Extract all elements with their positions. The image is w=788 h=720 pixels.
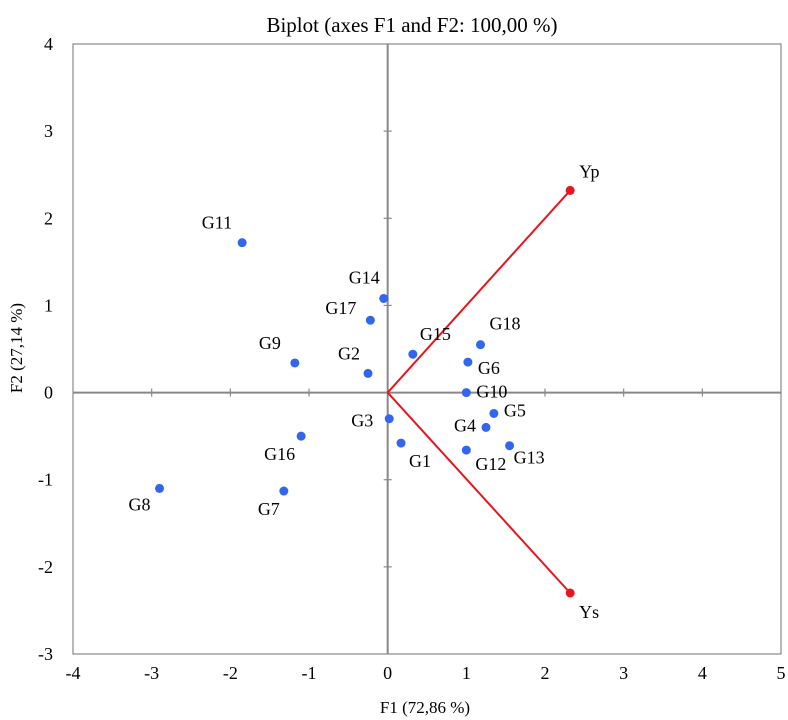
x-tick-label: -3 [144, 663, 159, 683]
point-label: G12 [475, 454, 506, 474]
x-tick-label: 1 [462, 663, 471, 683]
point-marker [237, 238, 247, 248]
point-label: G3 [351, 411, 373, 431]
point-marker [290, 358, 300, 368]
y-tick-label: 4 [44, 34, 53, 54]
y-tick-label: -2 [38, 557, 53, 577]
point-marker [384, 414, 394, 424]
point-marker [505, 441, 515, 451]
x-tick-label: -1 [302, 663, 317, 683]
point-marker [463, 357, 473, 367]
point-marker [461, 388, 471, 398]
x-tick-label: -4 [66, 663, 81, 683]
plot-area-frame [72, 43, 782, 655]
point-marker [379, 293, 389, 303]
point-marker [475, 340, 485, 350]
vector-label: Yp [579, 161, 599, 181]
point-label: G7 [258, 499, 280, 519]
point-label: G16 [264, 444, 295, 464]
point-label: G11 [202, 213, 232, 233]
y-tick-label: 1 [44, 295, 53, 315]
point-label: G4 [454, 415, 476, 435]
point-label: G14 [349, 267, 380, 287]
point-marker [155, 483, 165, 493]
x-tick-label: 0 [383, 663, 392, 683]
point-label: G13 [514, 448, 545, 468]
point-label: G1 [409, 451, 431, 471]
vector-line [386, 391, 571, 594]
variable-vectors: Yp Ys [386, 161, 600, 622]
vector-label: Ys [579, 602, 599, 622]
point-label: G8 [129, 494, 151, 514]
point-marker [481, 422, 491, 432]
y-tick-label: 3 [44, 121, 53, 141]
vector-endpoint [565, 588, 575, 598]
point-marker [461, 445, 471, 455]
point-label: G9 [259, 333, 281, 353]
y-tick-label: -3 [38, 644, 53, 664]
observation-points: G1 G2 G3 G4 G5 G6 G7 G8 G9 G10 G11 G12 G13 G14 G15 G16 G… [129, 213, 545, 519]
y-tick-label: -1 [38, 470, 53, 490]
point-marker [365, 315, 375, 325]
point-marker [363, 368, 373, 378]
x-axis-label: F1 (72,86 %) [380, 698, 470, 717]
x-tick-label: 3 [619, 663, 628, 683]
x-tick-label: 4 [698, 663, 707, 683]
point-marker [296, 431, 306, 441]
point-label: G5 [504, 400, 526, 420]
point-label: G6 [478, 358, 500, 378]
x-tick-label: 2 [541, 663, 550, 683]
y-tick-label: 0 [44, 383, 53, 403]
chart-title: Biplot (axes F1 and F2: 100,00 %) [266, 13, 557, 37]
point-label: G17 [325, 298, 356, 318]
point-marker [408, 349, 418, 359]
point-label: G10 [476, 382, 507, 402]
vector-endpoint [565, 185, 575, 195]
point-label: G2 [338, 343, 360, 363]
point-label: G18 [489, 314, 520, 334]
point-marker [489, 408, 499, 418]
x-tick-label: -2 [223, 663, 238, 683]
tick-labels: -4 -3 -2 -1 0 1 2 3 4 5 -3 -2 -1 0 1 2 3 4 [38, 34, 786, 683]
point-marker [279, 486, 289, 496]
y-tick-label: 2 [44, 208, 53, 228]
point-marker [396, 438, 406, 448]
x-tick-label: 5 [777, 663, 786, 683]
y-axis-label: F2 (27,14 %) [7, 303, 26, 393]
vector-line [386, 189, 571, 394]
point-label: G15 [420, 324, 451, 344]
